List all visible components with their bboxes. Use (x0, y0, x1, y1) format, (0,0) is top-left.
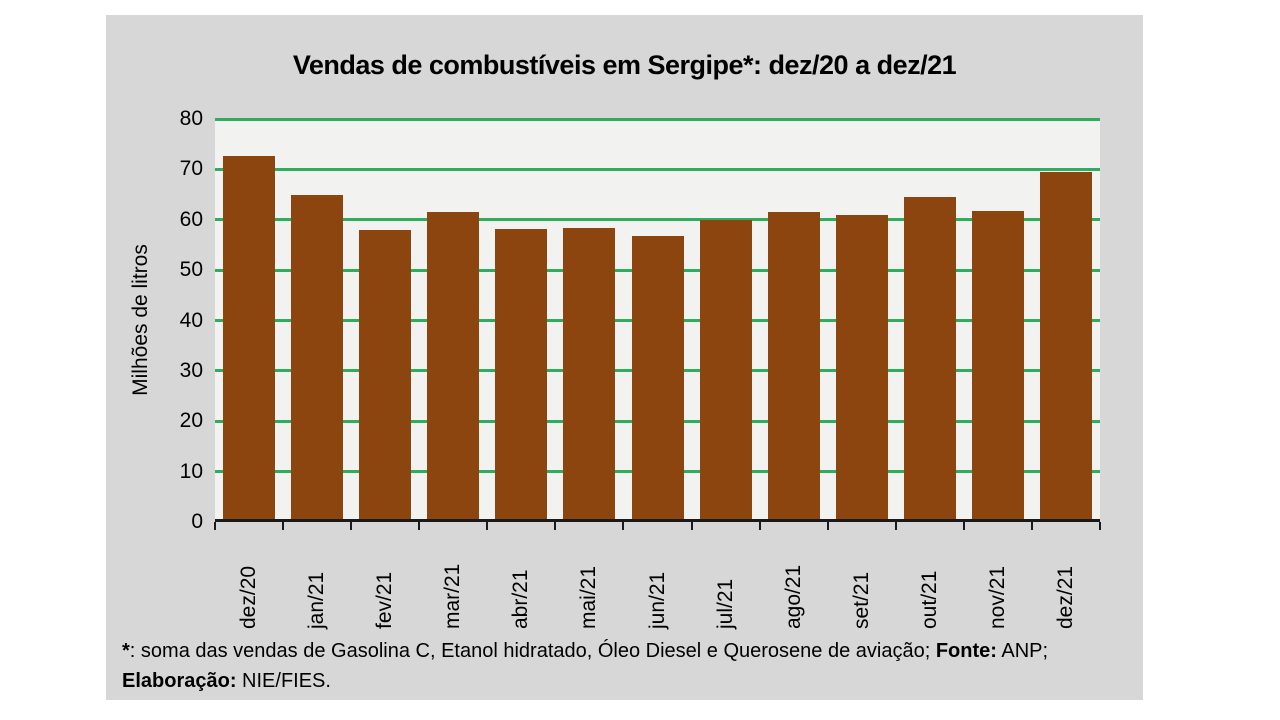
x-tick-label: nov/21 (985, 565, 1009, 629)
y-tick-label: 20 (179, 409, 203, 433)
bar (767, 212, 820, 522)
x-axis-tick (486, 522, 489, 530)
y-tick-label: 0 (191, 510, 203, 533)
x-tick-label: dez/20 (237, 565, 261, 629)
bar (291, 195, 344, 522)
bar (495, 229, 548, 522)
x-tick-label: jan/21 (305, 571, 329, 629)
x-axis-tick (758, 522, 761, 530)
footnote-run: NIE/FIES. (236, 670, 331, 692)
bar (563, 228, 616, 522)
x-tick-label: dez/21 (1053, 565, 1077, 629)
x-axis-tick (1099, 522, 1101, 530)
footnote-line: Elaboração: NIE/FIES. (122, 666, 1132, 696)
bar (971, 211, 1024, 522)
bar (835, 215, 888, 522)
bar (427, 212, 480, 522)
x-tick-label: jun/21 (645, 571, 669, 629)
chart-title: Vendas de combustíveis em Sergipe*: dez/… (292, 50, 957, 80)
x-axis-tick (282, 522, 285, 530)
x-axis-tick (826, 522, 829, 530)
x-axis-tick (894, 522, 897, 530)
bar (359, 230, 412, 522)
bar (223, 156, 276, 522)
x-axis-tick (1030, 522, 1033, 530)
y-tick-label: 40 (179, 308, 203, 332)
x-tick-label: ago/21 (781, 564, 805, 629)
footnote-run: * (122, 640, 130, 662)
x-axis-tick (962, 522, 965, 530)
y-tick-label: 80 (179, 107, 203, 130)
bar (1039, 172, 1092, 522)
y-tick-label: 70 (179, 157, 203, 181)
y-tick-label: 60 (179, 207, 203, 231)
footnote-line: *: soma das vendas de Gasolina C, Etanol… (122, 636, 1132, 666)
y-tick-label: 10 (179, 459, 203, 483)
footnote: *: soma das vendas de Gasolina C, Etanol… (122, 636, 1132, 696)
y-tick-label: 30 (179, 358, 203, 382)
x-tick-label: jul/21 (713, 578, 737, 629)
x-axis-tick (418, 522, 421, 530)
footnote-run: Fonte: (935, 640, 997, 662)
gridline (215, 218, 1100, 222)
x-tick-label: abr/21 (509, 569, 533, 629)
gridline (215, 117, 1100, 121)
bar (903, 197, 956, 522)
bar (631, 236, 684, 522)
y-tick-label: 50 (179, 258, 203, 282)
footnote-run: ANP; (996, 640, 1049, 662)
x-axis-tick (622, 522, 625, 530)
x-axis-line (215, 519, 1100, 522)
x-axis-tick (350, 522, 353, 530)
x-axis-tick (554, 522, 557, 530)
x-axis-tick (690, 522, 693, 530)
x-tick-label: set/21 (849, 571, 873, 629)
x-axis-tick (214, 522, 216, 530)
gridline (215, 167, 1100, 171)
footnote-run: Elaboração: (122, 670, 237, 692)
x-tick-label: mar/21 (441, 563, 465, 629)
x-tick-label: mai/21 (577, 565, 601, 629)
footnote-run: : soma das vendas de Gasolina C, Etanol … (129, 640, 936, 662)
bar (699, 220, 752, 522)
x-tick-label: fev/21 (373, 571, 397, 629)
x-tick-label: out/21 (917, 570, 941, 629)
